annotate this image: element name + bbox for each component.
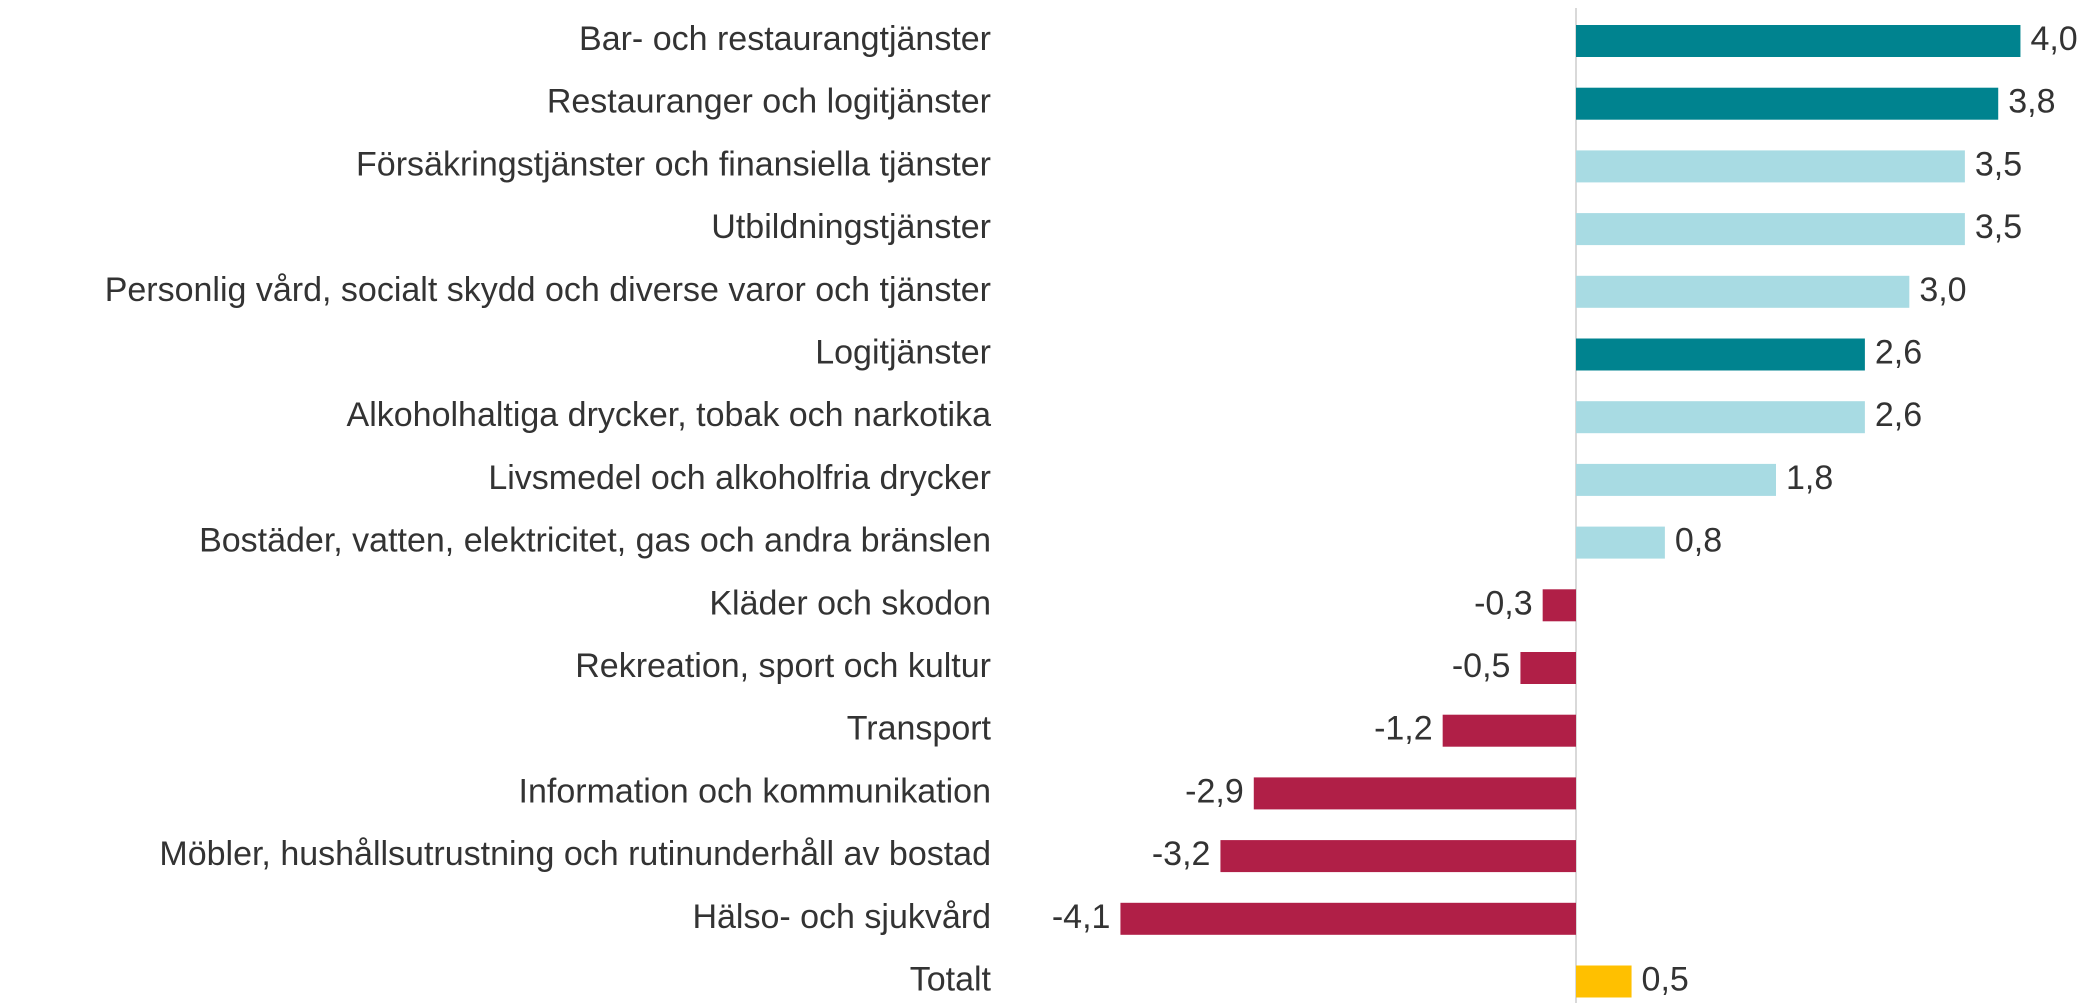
data-label: 0,5 [1642,960,1689,998]
data-label: -2,9 [1185,772,1244,810]
category-label: Restauranger och logitjänster [547,83,991,121]
bar [1542,589,1576,622]
data-label: -4,1 [1052,898,1111,936]
data-label: 3,0 [1919,271,1966,309]
data-label: -3,2 [1152,835,1211,873]
data-label: 3,5 [1975,145,2022,183]
data-label: 4,0 [2030,20,2077,58]
bar [1520,652,1576,684]
bar [1576,275,1910,308]
bar [1576,463,1776,496]
category-label: Personlig vård, socialt skydd och divers… [105,271,991,309]
category-label: Hälso- och sjukvård [692,898,991,936]
bar [1120,902,1576,935]
data-label: 2,6 [1875,333,1922,371]
data-label: -0,3 [1474,584,1533,622]
data-label: 2,6 [1875,396,1922,434]
data-label: -1,2 [1374,710,1433,748]
bar [1576,87,1999,120]
category-label: Bar- och restaurangtjänster [579,20,991,58]
category-label: Utbildningstjänster [711,208,991,246]
category-label: Alkoholhaltiga drycker, tobak och narkot… [347,396,992,434]
category-label: Rekreation, sport och kultur [575,647,991,685]
bar [1442,714,1576,747]
category-label: Totalt [910,960,992,998]
category-label: Information och kommunikation [519,772,991,810]
bar [1576,213,1965,246]
category-label: Bostäder, vatten, elektricitet, gas och … [199,522,991,560]
data-label: 3,5 [1975,208,2022,246]
category-label: Kläder och skodon [709,584,991,622]
bar [1576,965,1632,998]
data-label: 0,8 [1675,522,1722,560]
category-label: Möbler, hushållsutrustning och rutinunde… [159,835,991,873]
data-label: 1,8 [1786,459,1833,497]
data-label: 3,8 [2008,83,2055,121]
bar [1220,840,1576,873]
category-label: Livsmedel och alkoholfria drycker [488,459,991,497]
category-label: Transport [847,710,992,748]
bar [1576,338,1865,371]
bar [1253,777,1576,810]
bar [1576,526,1665,559]
data-label: -0,5 [1452,647,1511,685]
category-label: Logitjänster [815,333,991,371]
bar [1576,401,1865,434]
bar [1576,150,1965,183]
category-label: Försäkringstjänster och finansiella tjän… [356,145,991,183]
bar [1576,25,2021,57]
